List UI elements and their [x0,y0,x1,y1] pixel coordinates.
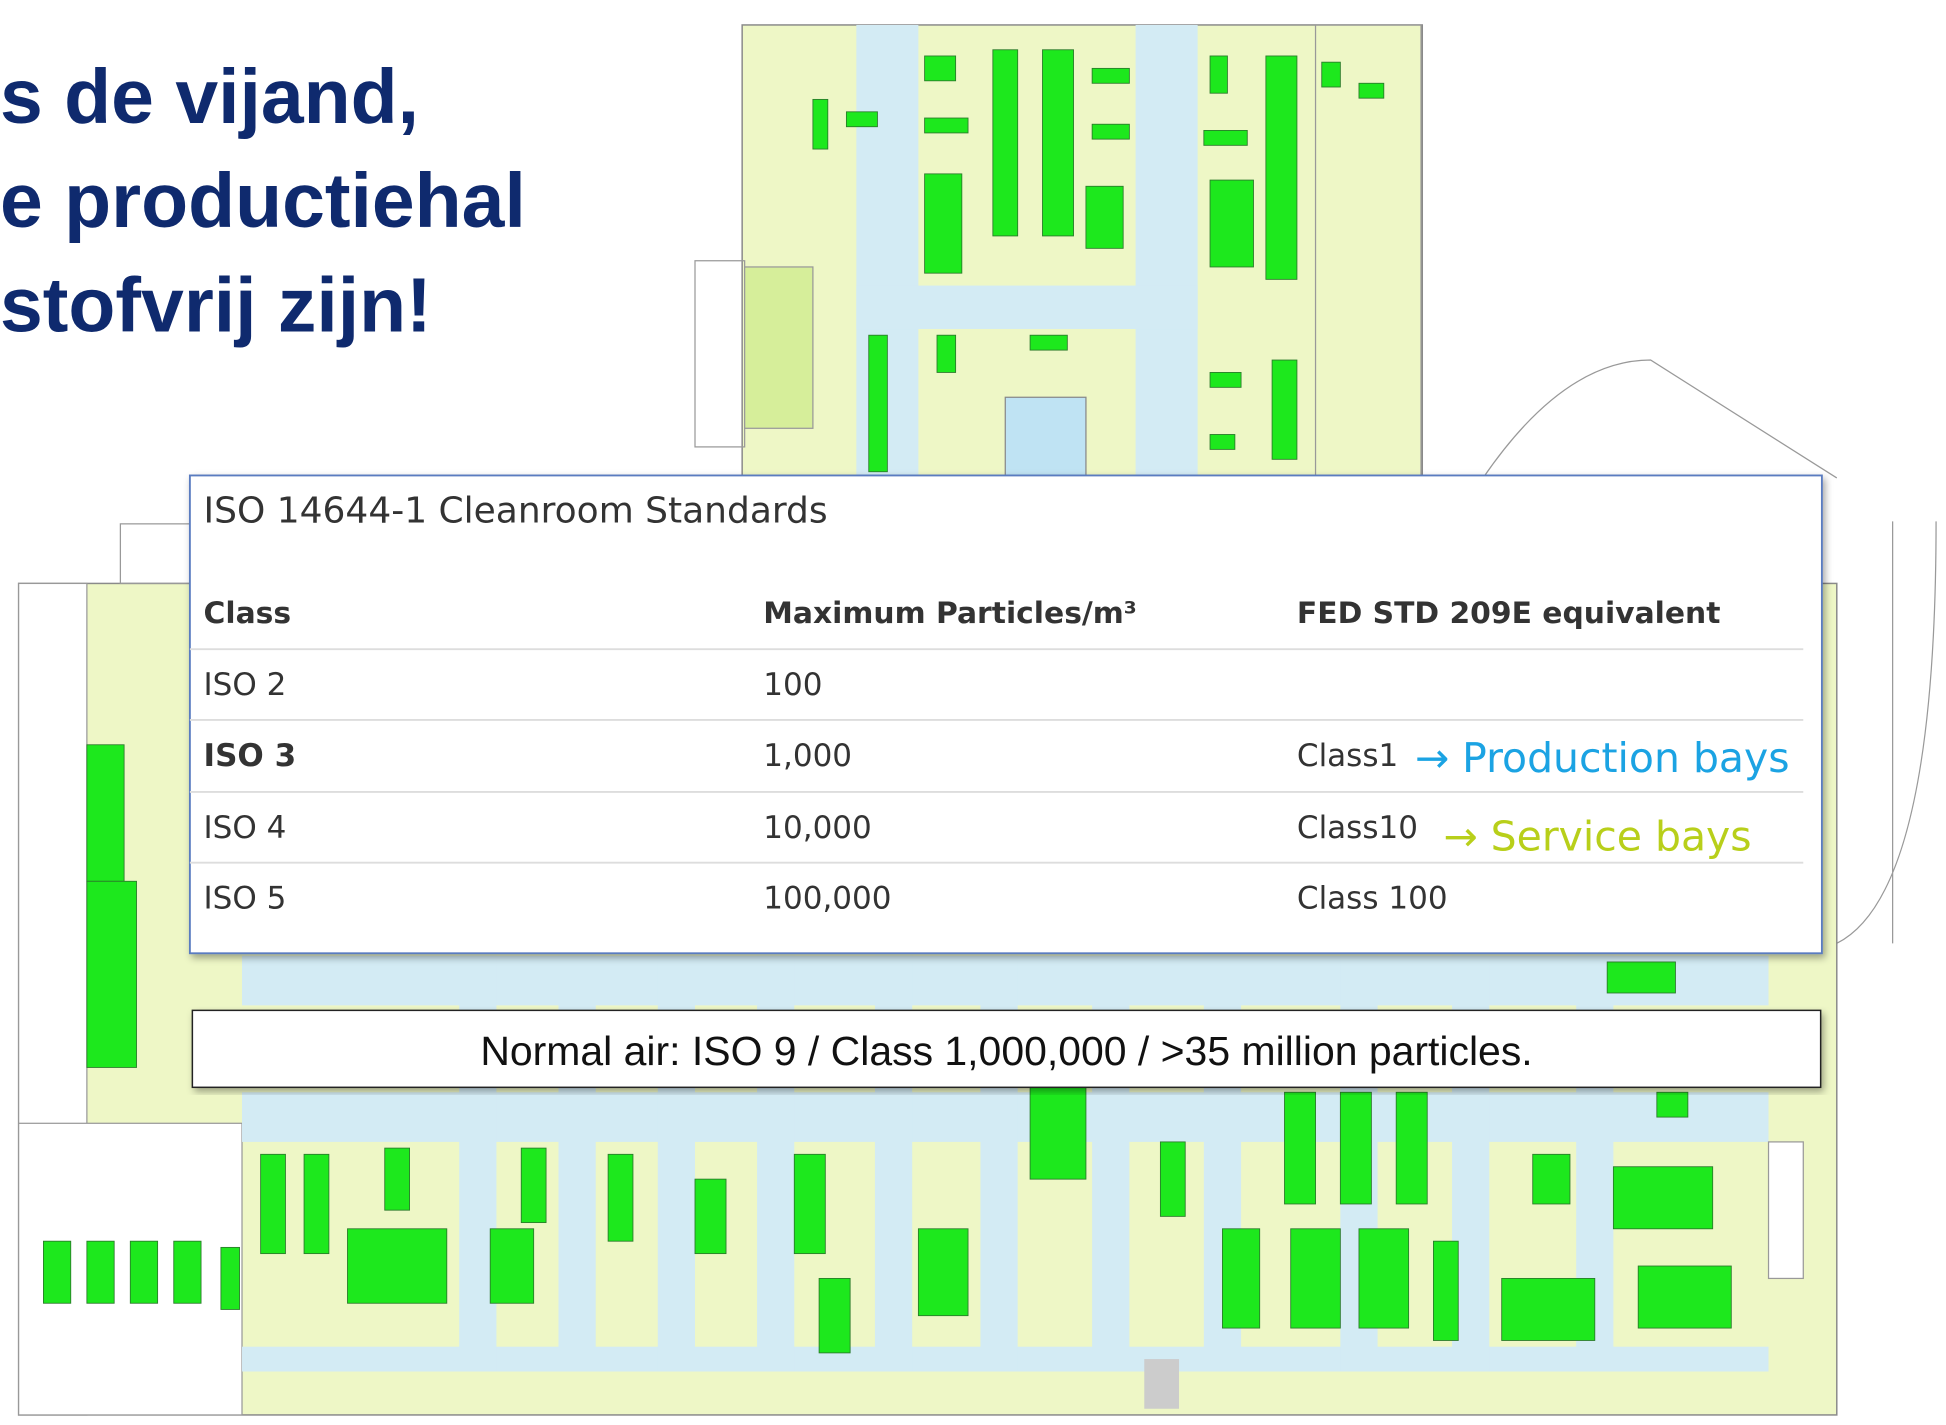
standards-table: ISO 14644-1 Cleanroom Standards Class Ma… [188,474,1823,955]
note-text: Normal air: ISO 9 / Class 1,000,000 / >3… [480,1028,1532,1074]
table-cell: ISO 3 [204,738,297,774]
table-cell: 1,000 [763,738,852,774]
table-cell: ISO 2 [204,667,287,703]
table-cell: 10,000 [763,810,872,846]
annotation: → Production bays [1415,734,1790,782]
title-line: e productiehal [0,158,526,244]
table-header: Maximum Particles/m³ [763,596,1137,631]
table-cell: ISO 5 [204,881,287,917]
annotation: → Service bays [1443,812,1751,860]
table-cell: Class 100 [1297,881,1448,917]
table-cell: 100 [763,667,822,703]
title-line: s de vijand, [0,54,419,140]
title-line: stofvrij zijn! [0,262,432,348]
table-cell: Class10 [1297,810,1418,846]
table-cell: ISO 4 [204,810,287,846]
note-box: Normal air: ISO 9 / Class 1,000,000 / >3… [191,1009,1822,1089]
table-box [188,474,1823,955]
table-header: Class [204,596,292,631]
row-separators [189,648,1804,864]
table-cell: 100,000 [763,881,891,917]
slide-title: s de vijand, e productiehal stofvrij zij… [0,54,526,349]
table-title: ISO 14644-1 Cleanroom Standards [204,491,828,532]
table-cell: Class1 [1297,738,1398,774]
table-header: FED STD 209E equivalent [1297,596,1721,631]
